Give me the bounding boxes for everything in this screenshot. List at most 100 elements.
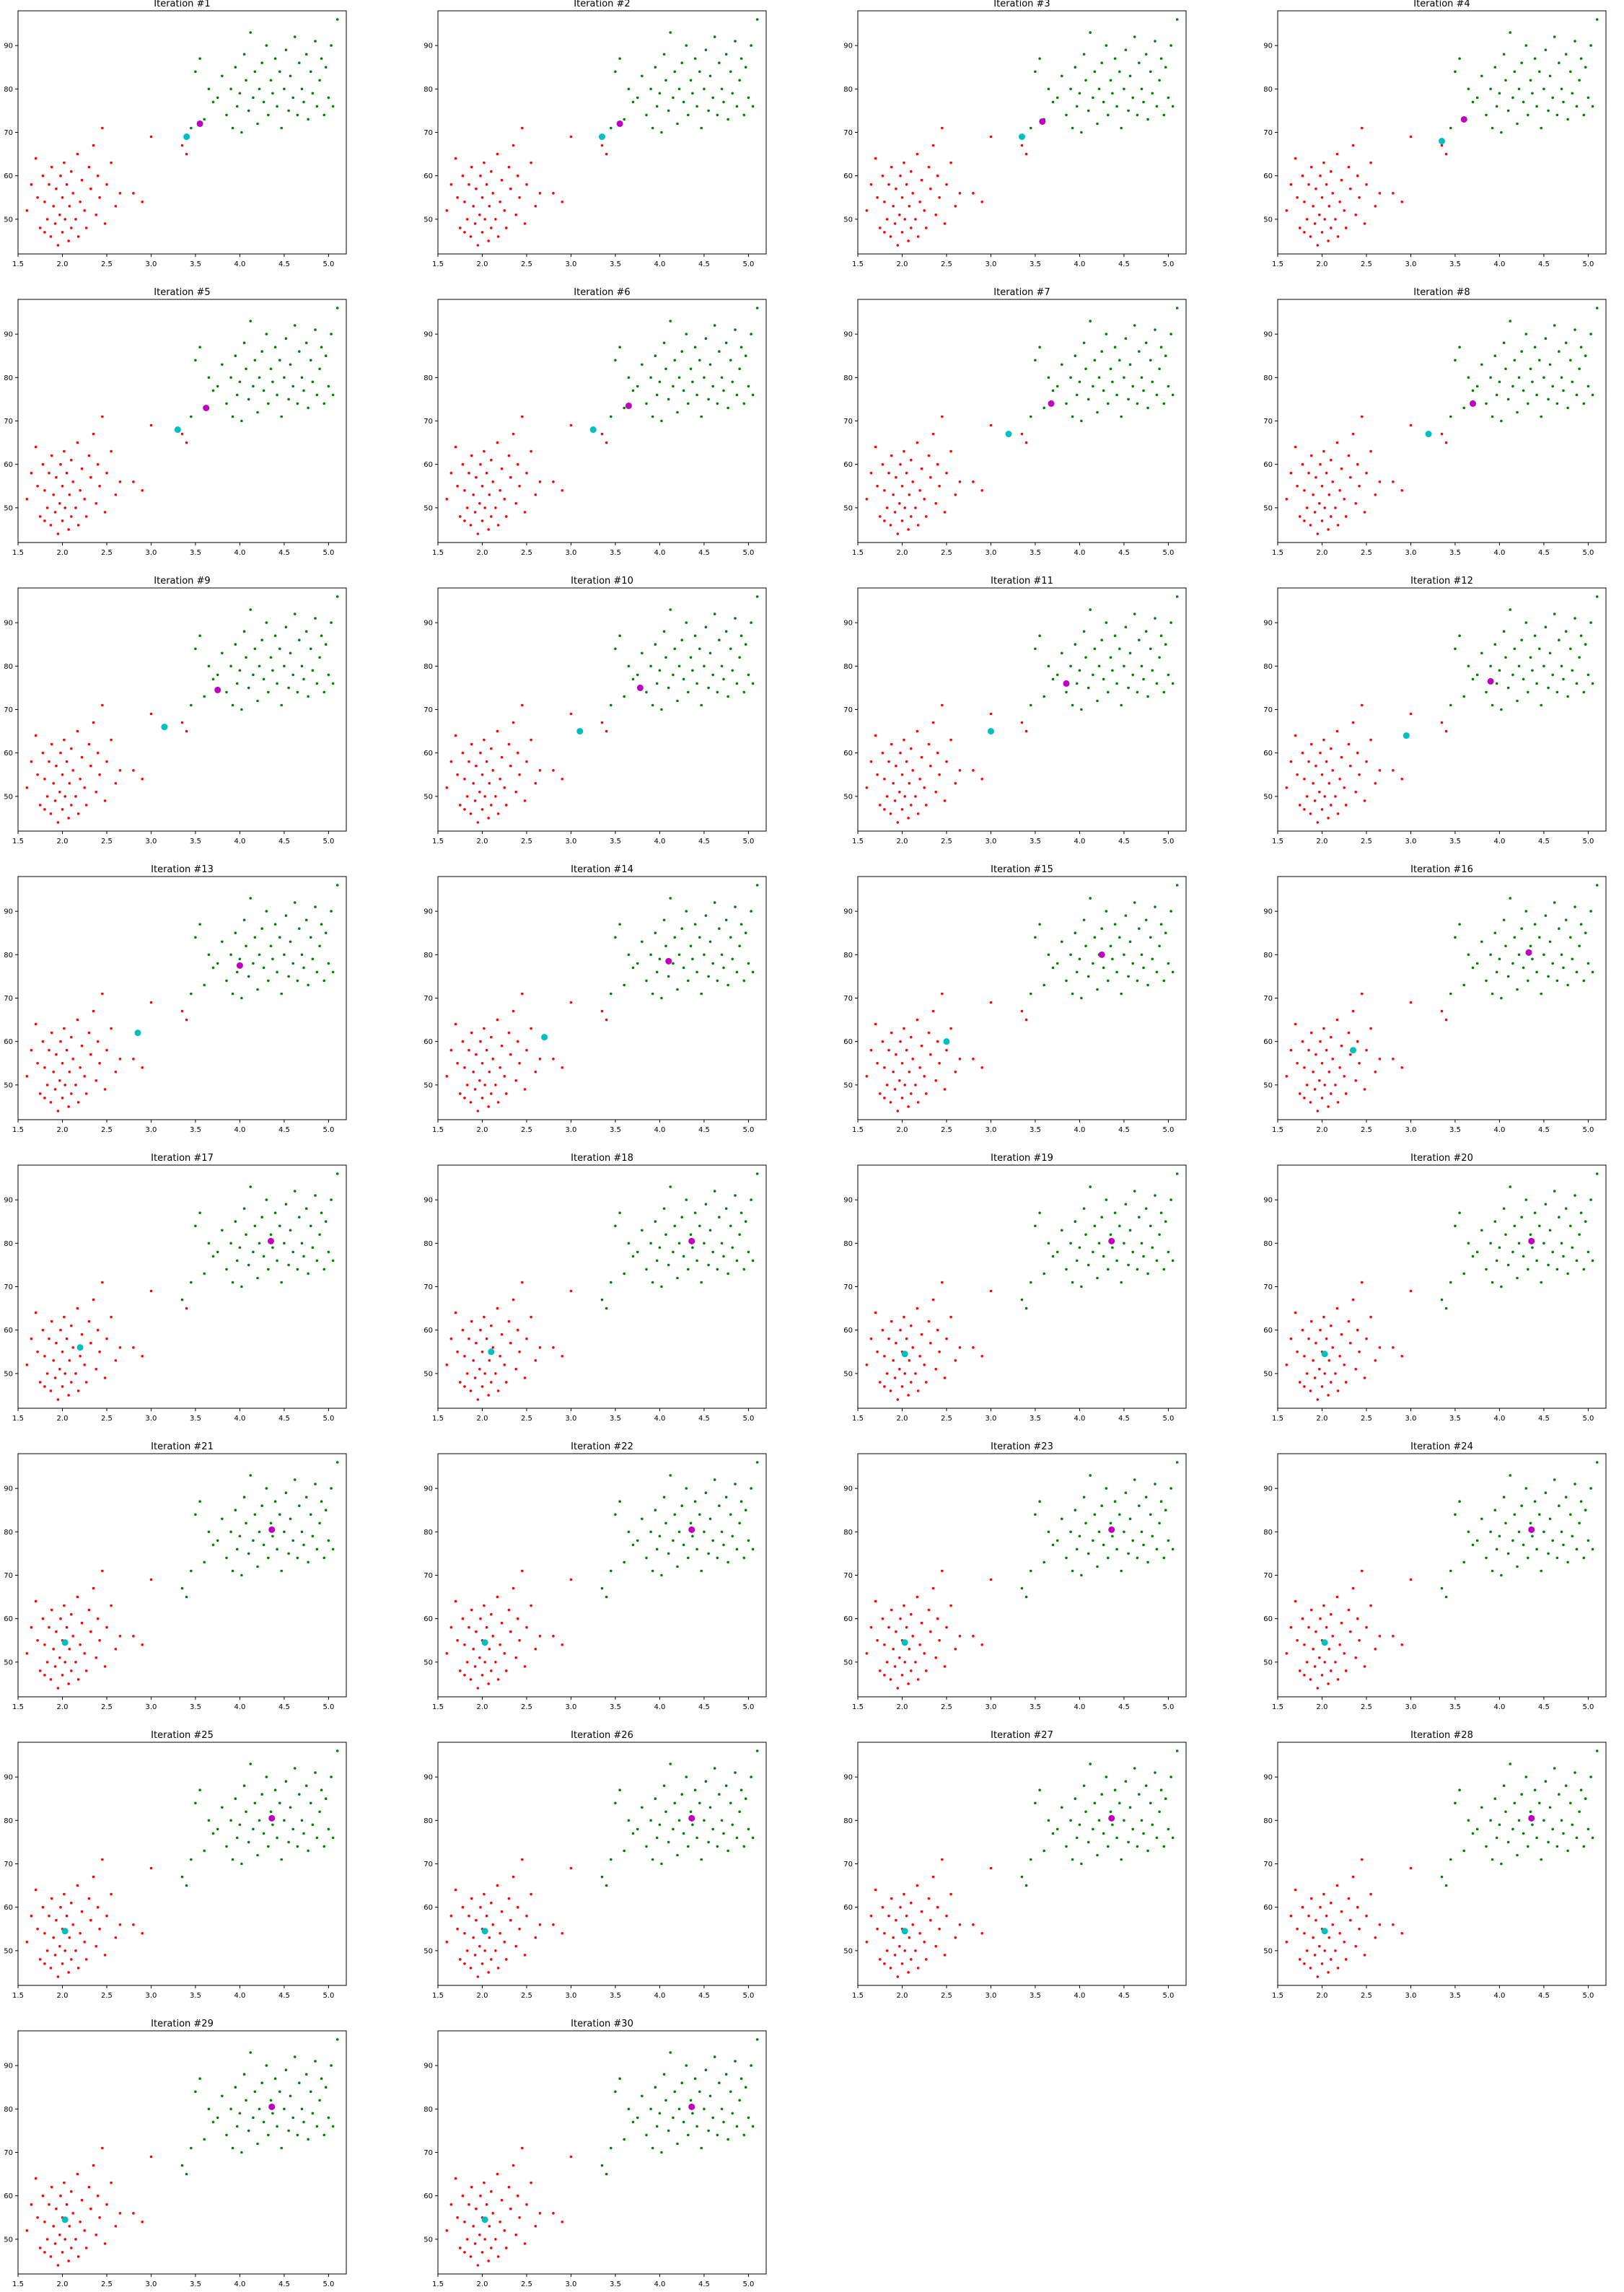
x-tick-label: 5.0 [742,1415,754,1423]
data-point [1167,1250,1170,1254]
data-point [1347,1320,1351,1323]
data-point [658,92,662,95]
data-point [79,778,82,781]
data-point [1065,113,1068,117]
data-point [1124,625,1128,628]
data-point [883,778,886,781]
data-point [1480,74,1483,78]
data-point [645,113,648,117]
data-point [700,1281,703,1284]
data-point [755,884,759,887]
data-point [610,1858,613,1861]
x-tick-label: 1.5 [12,1415,24,1423]
data-point [523,2242,527,2245]
data-point [641,940,644,944]
data-point [1462,1560,1465,1564]
data-point [936,1040,939,1043]
data-point [1111,380,1114,384]
data-point [687,2133,690,2137]
data-point [1151,1534,1154,1538]
data-point [691,1246,694,1250]
data-point [95,2234,97,2236]
data-point [52,493,55,496]
data-point [538,2212,542,2215]
data-point [216,2116,219,2120]
panel-14: Iteration #141.5 2.0 2.5 3.0 3.5 4.0 4.5 5.0506… [423,864,767,1134]
data-point [84,1669,88,1672]
data-point [271,1534,274,1538]
data-point [278,2090,281,2094]
data-point [307,406,310,410]
y-tick-label: 70 [423,1572,433,1580]
y-tick-label: 80 [1263,1817,1273,1825]
data-point [265,2064,268,2067]
data-point [479,1905,482,1909]
data-point [1363,1665,1366,1668]
data-point [945,760,948,763]
x-tick-label: 4.0 [234,838,245,846]
data-point [1493,1797,1497,1800]
data-point [458,1092,462,1095]
data-point [1151,380,1154,384]
data-point [890,742,893,746]
data-point [938,1062,941,1065]
data-point [50,1031,53,1035]
data-point [480,1062,484,1065]
data-point [1449,1569,1452,1573]
data-point [883,1962,886,1965]
x-tick-label: 5.0 [1162,260,1174,268]
data-point [52,1648,55,1651]
data-point [1504,79,1507,82]
data-point [949,1027,952,1030]
x-tick-label: 4.5 [698,549,710,557]
data-point [914,1084,917,1086]
data-point [636,1250,639,1254]
x-tick-label: 3.0 [1405,1703,1417,1711]
data-point [911,480,914,483]
data-point [1144,53,1148,56]
data-point [76,1678,80,1681]
x-tick-label: 3.0 [1405,1415,1417,1423]
centroid-a-marker [76,1344,84,1351]
data-point [655,1259,659,1263]
data-point [1289,1337,1293,1340]
data-point [989,712,993,716]
data-point [1294,1599,1297,1603]
data-point [1498,1534,1501,1538]
data-point [1566,1272,1569,1275]
data-point [1562,389,1565,392]
data-point [1517,1242,1521,1245]
data-point [907,817,910,820]
x-tick-label: 4.0 [1493,1126,1505,1134]
data-point [610,2146,613,2150]
data-point [1595,884,1599,887]
data-point [132,1346,135,1349]
x-tick-label: 5.0 [322,838,334,846]
data-point [314,328,317,331]
y-tick-label: 90 [423,620,433,628]
data-point [742,979,746,983]
panel-28: Iteration #281.5 2.0 2.5 3.0 3.5 4.0 4.5 5.0506… [1263,1730,1607,2000]
data-point [1392,1058,1395,1061]
data-point [1358,1928,1361,1931]
data-point [63,218,66,221]
data-point [252,1250,255,1254]
data-point [1128,1229,1132,1232]
data-point [296,402,299,405]
data-point [1096,1276,1099,1280]
x-tick-label: 1.5 [1272,1415,1283,1423]
data-point [1365,183,1368,186]
data-point [463,1385,466,1388]
data-point [76,1101,80,1104]
data-point [79,2221,82,2223]
data-point [1089,897,1092,900]
data-point [190,126,193,130]
data-point [284,1491,288,1494]
axes-frame [437,299,767,543]
data-point [118,192,122,195]
data-point [496,441,499,444]
data-point [682,677,685,681]
data-point [1374,1936,1377,1939]
data-point [331,1836,335,1840]
data-point [514,502,517,505]
